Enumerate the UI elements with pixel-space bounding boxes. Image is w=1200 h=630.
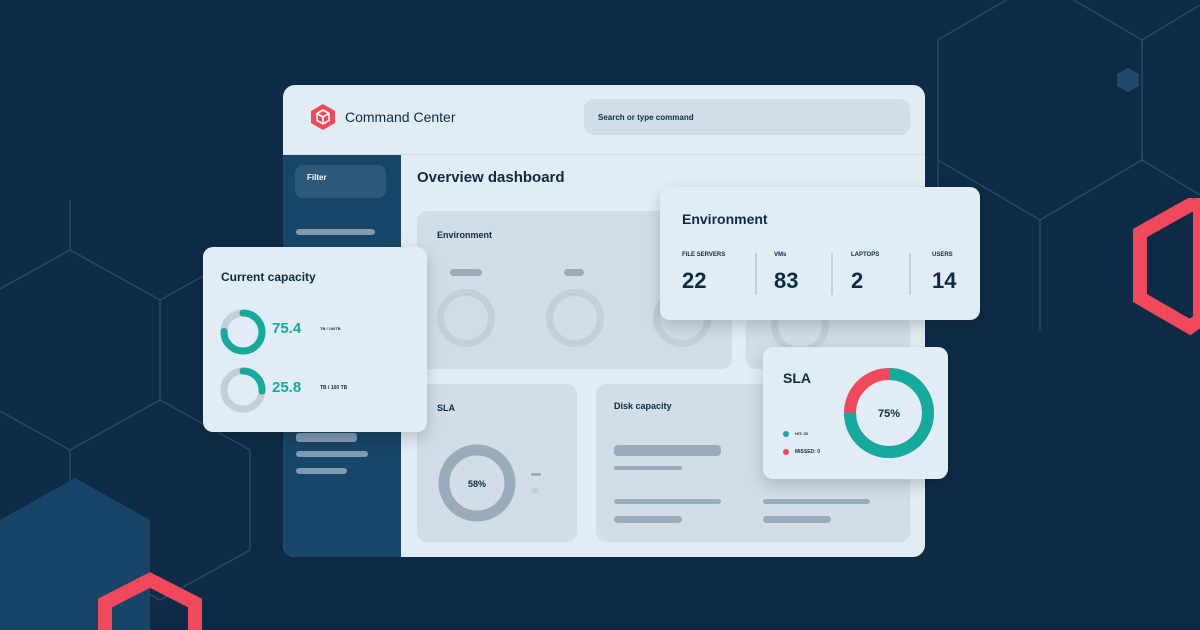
sla-panel-donut: 58% <box>438 444 516 522</box>
dark-hexagon-shape <box>0 478 150 630</box>
sla-card: SLA 75% HIT: 25 MISSED: 0 <box>763 347 948 479</box>
stat-value-users: 14 <box>932 268 957 293</box>
stat-value-file-servers: 22 <box>682 268 707 293</box>
filter-button[interactable]: Filter <box>295 165 386 198</box>
sla-panel: SLA 58% <box>417 384 577 542</box>
stat-value-laptops: 2 <box>851 268 864 293</box>
environment-ring-placeholder <box>437 289 495 347</box>
disk-capacity-title: Disk capacity <box>614 401 672 411</box>
placeholder-bar <box>763 516 831 523</box>
legend-placeholder <box>531 473 541 476</box>
red-hexagon-outline-right <box>1133 198 1200 336</box>
capacity-value-2: 25.8 <box>272 379 302 396</box>
sla-panel-donut-track <box>438 444 516 522</box>
stat-label-vms: VMs <box>774 252 787 258</box>
sla-donut-hit <box>844 368 934 458</box>
small-hexagon-icon <box>1117 68 1139 92</box>
environment-panel-title: Environment <box>437 230 493 240</box>
cube-icon[interactable] <box>309 103 337 131</box>
sla-donut: 75% <box>844 368 934 458</box>
legend-dot-hit <box>783 431 789 437</box>
environment-card-title: Environment <box>682 211 768 227</box>
environment-card: Environment FILE SERVERS 22 VMs 83 LAPTO… <box>660 187 980 320</box>
placeholder-bar <box>564 269 584 276</box>
current-capacity-title: Current capacity <box>221 270 316 284</box>
legend-placeholder <box>531 488 539 493</box>
capacity-donut-1 <box>220 309 266 355</box>
placeholder-bar <box>614 445 721 456</box>
legend-label-missed: MISSED: 0 <box>795 449 821 455</box>
sidebar-item-placeholder[interactable] <box>296 229 375 235</box>
window-header: Command Center <box>283 85 925 155</box>
stat-divider <box>909 253 911 295</box>
page-title: Overview dashboard <box>417 169 565 186</box>
search-box[interactable] <box>584 99 912 135</box>
search-input[interactable] <box>584 99 912 135</box>
capacity-donut-1-arc <box>220 309 266 355</box>
legend-label-hit: HIT: 25 <box>795 431 808 436</box>
red-hexagon-outline-bottom <box>98 572 202 630</box>
stat-value-vms: 83 <box>774 268 799 293</box>
sidebar-item-placeholder[interactable] <box>296 451 368 457</box>
current-capacity-card: Current capacity 75.4 TB / 100TB 25.8 TB… <box>203 247 427 432</box>
stat-divider <box>755 253 757 295</box>
placeholder-bar <box>614 466 682 470</box>
stat-divider <box>831 253 833 295</box>
placeholder-bar <box>763 499 870 504</box>
environment-ring-placeholder <box>546 289 604 347</box>
sla-card-title: SLA <box>783 370 811 386</box>
stat-label-laptops: LAPTOPS <box>851 252 880 258</box>
placeholder-bar <box>614 499 721 504</box>
placeholder-bar <box>450 269 482 276</box>
capacity-unit-1: TB / 100TB <box>320 326 341 331</box>
capacity-donut-2 <box>220 367 266 413</box>
capacity-unit-2: TB / 100 TB <box>320 385 348 391</box>
stat-label-users: USERS <box>932 252 953 258</box>
sla-card-value: 75% <box>878 408 900 420</box>
placeholder-bar <box>614 516 682 523</box>
sidebar-item-placeholder[interactable] <box>296 468 347 474</box>
legend-dot-missed <box>783 449 789 455</box>
app-title: Command Center <box>345 109 456 125</box>
sidebar-item-placeholder[interactable] <box>296 433 357 442</box>
capacity-value-1: 75.4 <box>272 320 302 337</box>
sla-panel-title: SLA <box>437 403 455 413</box>
stat-label-file-servers: FILE SERVERS <box>682 252 726 258</box>
sla-panel-value: 58% <box>468 479 486 489</box>
capacity-donut-2-arc <box>220 367 266 413</box>
